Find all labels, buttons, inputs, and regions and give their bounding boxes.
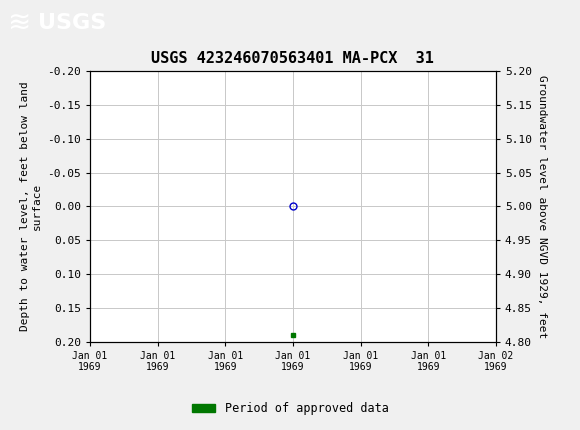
Text: USGS: USGS	[38, 12, 106, 33]
Y-axis label: Depth to water level, feet below land
surface: Depth to water level, feet below land su…	[20, 82, 42, 331]
Y-axis label: Groundwater level above NGVD 1929, feet: Groundwater level above NGVD 1929, feet	[538, 75, 548, 338]
Title: USGS 423246070563401 MA-PCX  31: USGS 423246070563401 MA-PCX 31	[151, 51, 434, 66]
Legend: Period of approved data: Period of approved data	[187, 397, 393, 420]
Text: ≋: ≋	[7, 9, 30, 37]
